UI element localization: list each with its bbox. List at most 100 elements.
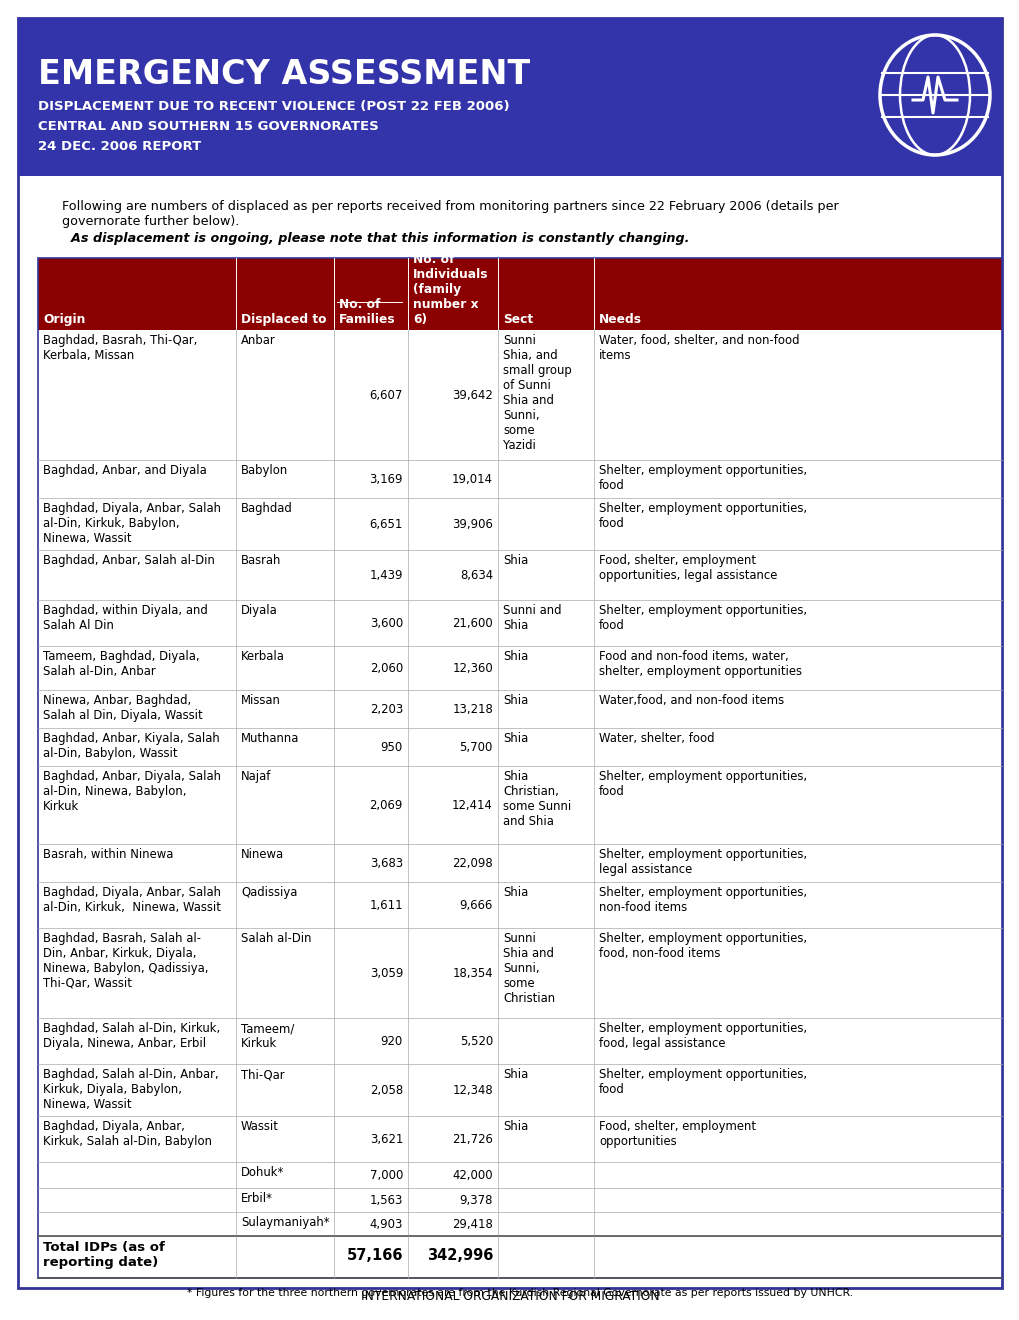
Text: 12,414: 12,414	[451, 799, 492, 812]
Text: Anbar: Anbar	[240, 334, 275, 347]
Text: As displacement is ongoing, please note that this information is constantly chan: As displacement is ongoing, please note …	[62, 232, 689, 246]
Text: 3,600: 3,600	[370, 616, 403, 630]
Text: 3,169: 3,169	[369, 473, 403, 486]
Text: 1,439: 1,439	[369, 569, 403, 582]
Text: Shelter, employment opportunities,
food, legal assistance: Shelter, employment opportunities, food,…	[598, 1022, 806, 1049]
Text: Baghdad, Diyala, Anbar,
Kirkuk, Salah al-Din, Babylon: Baghdad, Diyala, Anbar, Kirkuk, Salah al…	[43, 1119, 212, 1148]
Text: Salah al-Din: Salah al-Din	[240, 932, 311, 945]
Bar	[38, 257, 1001, 1278]
Text: Baghdad, within Diyala, and
Salah Al Din: Baghdad, within Diyala, and Salah Al Din	[43, 605, 208, 632]
Text: Water, shelter, food: Water, shelter, food	[598, 733, 713, 744]
Text: Babylon: Babylon	[240, 465, 288, 477]
Text: 8,634: 8,634	[460, 569, 492, 582]
Bar	[38, 498, 1001, 550]
Bar	[18, 18, 1001, 176]
Bar	[38, 1115, 1001, 1162]
Text: DISPLACEMENT DUE TO RECENT VIOLENCE (POST 22 FEB 2006): DISPLACEMENT DUE TO RECENT VIOLENCE (POS…	[38, 100, 510, 114]
Text: Qadissiya: Qadissiya	[240, 886, 298, 899]
Bar	[38, 645, 1001, 690]
Bar	[38, 1064, 1001, 1115]
Text: 1,563: 1,563	[369, 1195, 403, 1206]
Text: Shelter, employment opportunities,
food: Shelter, employment opportunities, food	[598, 605, 806, 632]
Text: Displaced to: Displaced to	[240, 313, 326, 326]
Text: No. of
Families: No. of Families	[338, 298, 395, 326]
Text: 342,996: 342,996	[426, 1247, 492, 1263]
Text: 6,651: 6,651	[369, 517, 403, 531]
Text: 42,000: 42,000	[452, 1170, 492, 1181]
Text: * Figures for the three northern governorates are from the Kurdish Regional Gove: * Figures for the three northern governo…	[186, 1288, 852, 1298]
Text: Shelter, employment opportunities,
food: Shelter, employment opportunities, food	[598, 1068, 806, 1096]
Text: 5,700: 5,700	[460, 741, 492, 754]
Bar	[38, 1212, 1001, 1236]
Text: Shia: Shia	[502, 554, 528, 568]
Text: 2,060: 2,060	[370, 663, 403, 675]
Text: Baghdad: Baghdad	[240, 502, 292, 515]
Text: Shelter, employment opportunities,
food: Shelter, employment opportunities, food	[598, 770, 806, 799]
Text: Shelter, employment opportunities,
legal assistance: Shelter, employment opportunities, legal…	[598, 847, 806, 876]
Text: Baghdad, Basrah, Salah al-
Din, Anbar, Kirkuk, Diyala,
Ninewa, Babylon, Qadissiy: Baghdad, Basrah, Salah al- Din, Anbar, K…	[43, 932, 208, 990]
Text: 29,418: 29,418	[451, 1218, 492, 1232]
Text: Baghdad, Anbar, Diyala, Salah
al-Din, Ninewa, Babylon,
Kirkuk: Baghdad, Anbar, Diyala, Salah al-Din, Ni…	[43, 770, 221, 813]
Text: Tameem/
Kirkuk: Tameem/ Kirkuk	[240, 1022, 293, 1049]
Text: Baghdad, Anbar, Salah al-Din: Baghdad, Anbar, Salah al-Din	[43, 554, 215, 568]
Bar	[38, 882, 1001, 928]
Text: Food and non-food items, water,
shelter, employment opportunities: Food and non-food items, water, shelter,…	[598, 649, 801, 678]
Bar	[38, 729, 1001, 766]
Text: Shelter, employment opportunities,
food: Shelter, employment opportunities, food	[598, 502, 806, 531]
Text: Baghdad, Salah al-Din, Anbar,
Kirkuk, Diyala, Babylon,
Ninewa, Wassit: Baghdad, Salah al-Din, Anbar, Kirkuk, Di…	[43, 1068, 218, 1111]
Text: 39,642: 39,642	[451, 389, 492, 403]
Text: 21,600: 21,600	[451, 616, 492, 630]
Text: Baghdad, Diyala, Anbar, Salah
al-Din, Kirkuk, Babylon,
Ninewa, Wassit: Baghdad, Diyala, Anbar, Salah al-Din, Ki…	[43, 502, 221, 545]
Text: Water, food, shelter, and non-food
items: Water, food, shelter, and non-food items	[598, 334, 799, 362]
Text: Baghdad, Anbar, Kiyala, Salah
al-Din, Babylon, Wassit: Baghdad, Anbar, Kiyala, Salah al-Din, Ba…	[43, 733, 219, 760]
Text: 3,683: 3,683	[370, 857, 403, 870]
Text: Needs: Needs	[598, 313, 641, 326]
Bar	[38, 1188, 1001, 1212]
Text: Shia: Shia	[502, 649, 528, 663]
Bar	[38, 1236, 1001, 1278]
Text: 1,611: 1,611	[369, 899, 403, 912]
Text: Shelter, employment opportunities,
food: Shelter, employment opportunities, food	[598, 465, 806, 492]
Text: 39,906: 39,906	[451, 517, 492, 531]
Text: 18,354: 18,354	[452, 968, 492, 979]
Text: EMERGENCY ASSESSMENT: EMERGENCY ASSESSMENT	[38, 58, 530, 91]
Text: 9,378: 9,378	[460, 1195, 492, 1206]
Text: Ninewa: Ninewa	[240, 847, 284, 861]
Text: Origin: Origin	[43, 313, 86, 326]
Text: Sunni
Shia, and
small group
of Sunni
Shia and
Sunni,
some
Yazidi: Sunni Shia, and small group of Sunni Shi…	[502, 334, 572, 451]
Text: Total IDPs (as of
reporting date): Total IDPs (as of reporting date)	[43, 1241, 165, 1269]
Text: Shelter, employment opportunities,
food, non-food items: Shelter, employment opportunities, food,…	[598, 932, 806, 960]
Text: Erbil*: Erbil*	[240, 1192, 273, 1205]
Text: 4,903: 4,903	[369, 1218, 403, 1232]
Text: Tameem, Baghdad, Diyala,
Salah al-Din, Anbar: Tameem, Baghdad, Diyala, Salah al-Din, A…	[43, 649, 200, 678]
Bar	[38, 459, 1001, 498]
Text: 13,218: 13,218	[451, 704, 492, 715]
Text: Wassit: Wassit	[240, 1119, 278, 1133]
Text: Sulaymaniyah*: Sulaymaniyah*	[240, 1216, 329, 1229]
Text: Sect: Sect	[502, 313, 533, 326]
Text: 7,000: 7,000	[369, 1170, 403, 1181]
Text: Baghdad, Diyala, Anbar, Salah
al-Din, Kirkuk,  Ninewa, Wassit: Baghdad, Diyala, Anbar, Salah al-Din, Ki…	[43, 886, 221, 913]
Bar	[38, 766, 1001, 843]
Bar	[38, 601, 1001, 645]
Text: Basrah: Basrah	[240, 554, 281, 568]
Text: Shia
Christian,
some Sunni
and Shia: Shia Christian, some Sunni and Shia	[502, 770, 571, 828]
Text: Following are numbers of displaced as per reports received from monitoring partn: Following are numbers of displaced as pe…	[62, 201, 838, 228]
Text: Shia: Shia	[502, 733, 528, 744]
Text: Diyala: Diyala	[240, 605, 277, 616]
Text: 3,059: 3,059	[369, 968, 403, 979]
Text: 19,014: 19,014	[451, 473, 492, 486]
Text: 24 DEC. 2006 REPORT: 24 DEC. 2006 REPORT	[38, 140, 201, 153]
Text: Food, shelter, employment
opportunities, legal assistance: Food, shelter, employment opportunities,…	[598, 554, 776, 582]
Text: Baghdad, Basrah, Thi-Qar,
Kerbala, Missan: Baghdad, Basrah, Thi-Qar, Kerbala, Missa…	[43, 334, 198, 362]
Text: Baghdad, Salah al-Din, Kirkuk,
Diyala, Ninewa, Anbar, Erbil: Baghdad, Salah al-Din, Kirkuk, Diyala, N…	[43, 1022, 220, 1049]
Bar	[38, 843, 1001, 882]
Text: CENTRAL AND SOUTHERN 15 GOVERNORATES: CENTRAL AND SOUTHERN 15 GOVERNORATES	[38, 120, 378, 133]
Text: 9,666: 9,666	[460, 899, 492, 912]
Text: Sunni and
Shia: Sunni and Shia	[502, 605, 560, 632]
Text: 920: 920	[380, 1035, 403, 1048]
Text: Shia: Shia	[502, 1068, 528, 1081]
Text: 3,621: 3,621	[369, 1133, 403, 1146]
Text: Muthanna: Muthanna	[240, 733, 300, 744]
Text: Shia: Shia	[502, 886, 528, 899]
